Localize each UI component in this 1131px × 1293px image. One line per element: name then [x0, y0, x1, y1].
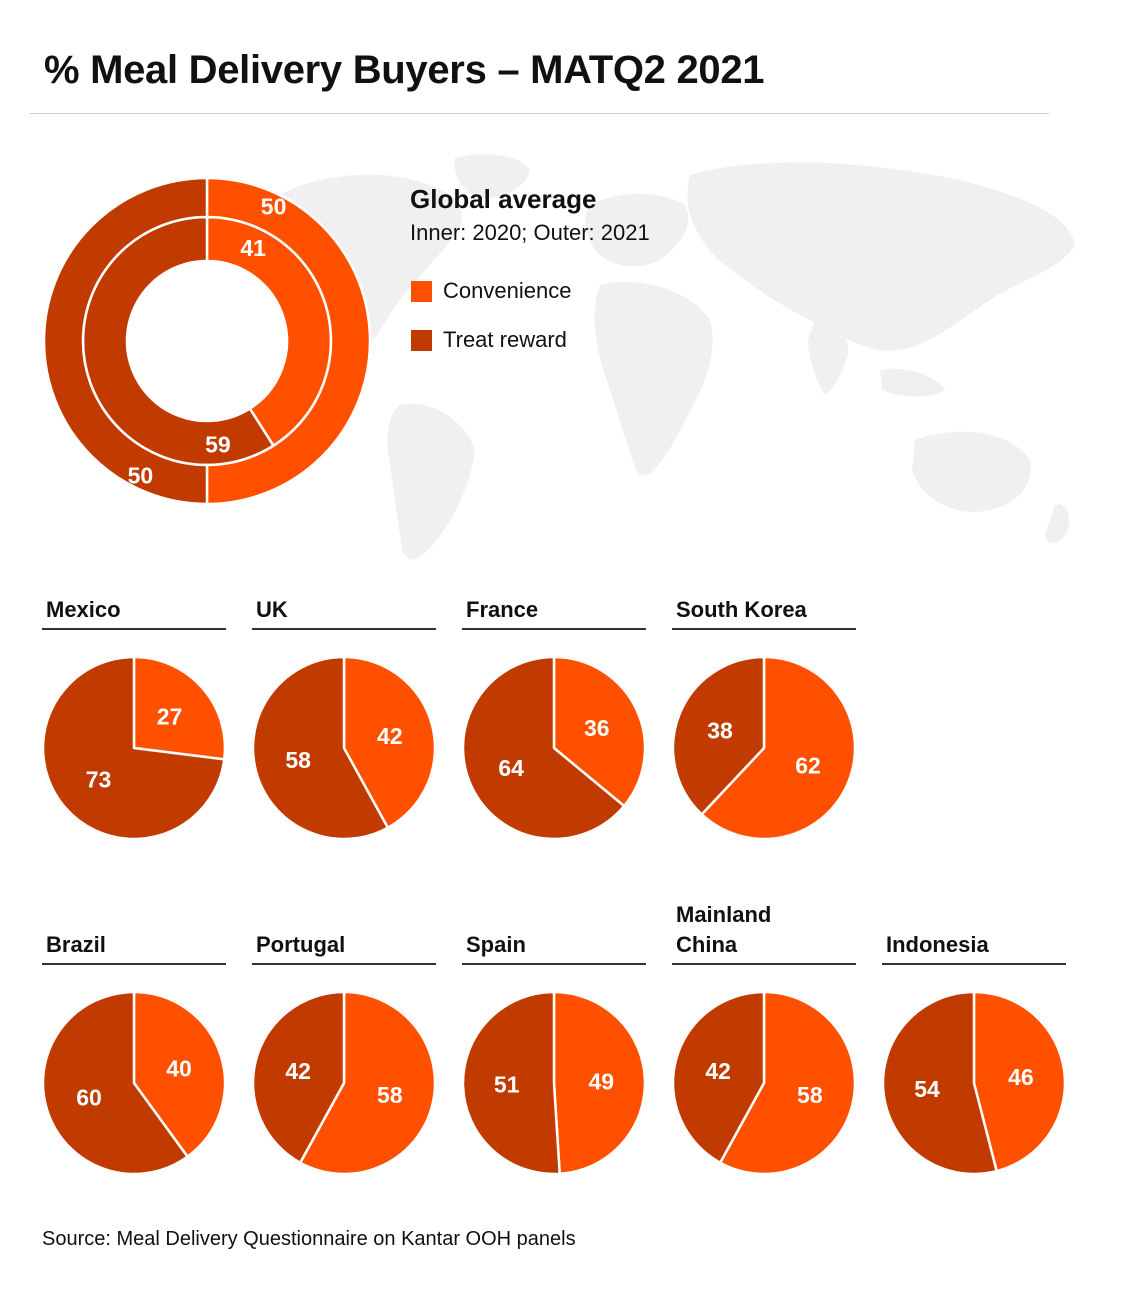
pie-mainland-china-convenience-slice — [718, 990, 857, 1176]
pie-portugal-treat-reward-slice — [251, 990, 346, 1164]
legend-item-convenience: Convenience — [411, 278, 572, 303]
pie-chart-portugal: 58 42 — [251, 990, 437, 1176]
country-label-indonesia: Indonesia — [886, 932, 989, 957]
pie-mexico-treat-reward-slice — [41, 655, 226, 841]
pie-france-convenience-slice — [552, 655, 647, 808]
pie-brazil-convenience-value-label: 40 — [166, 1055, 192, 1081]
country-rule-indonesia — [882, 963, 1066, 965]
pie-chart-uk: 42 58 — [251, 655, 437, 841]
pie-mexico-convenience-value-label: 27 — [157, 704, 183, 730]
legend-subtitle: Inner: 2020; Outer: 2021 — [410, 220, 650, 245]
country-rule-mainland-china — [672, 963, 856, 965]
pie-chart-brazil: 40 60 — [41, 990, 227, 1176]
title-divider — [30, 113, 1049, 114]
pie-spain-convenience-value-label: 49 — [588, 1069, 614, 1095]
pie-portugal-convenience-slice — [298, 990, 437, 1176]
legend-label-convenience: Convenience — [443, 278, 572, 303]
pie-indonesia-convenience-value-label: 46 — [1008, 1064, 1034, 1090]
country-label-mexico: Mexico — [46, 597, 121, 622]
pie-france-treat-reward-value-label: 64 — [498, 755, 524, 781]
donut-outer-convenience-value-label: 50 — [261, 194, 287, 220]
page-title: % Meal Delivery Buyers – MATQ2 2021 — [44, 48, 765, 92]
legend-title: Global average — [410, 184, 597, 214]
pie-chart-mexico: 27 73 — [41, 655, 227, 841]
pie-spain-treat-reward-value-label: 51 — [494, 1071, 520, 1097]
pie-portugal-treat-reward-value-label: 42 — [285, 1058, 311, 1084]
pie-uk-treat-reward-value-label: 58 — [285, 747, 311, 773]
pie-indonesia-treat-reward-slice — [881, 990, 998, 1176]
pie-uk-treat-reward-slice — [251, 655, 390, 841]
pie-south-korea-treat-reward-value-label: 38 — [707, 718, 733, 744]
pie-chart-south-korea: 62 38 — [671, 655, 857, 841]
pie-mexico-convenience-slice — [132, 655, 227, 761]
donut-inner-treat-reward-value-label: 59 — [205, 431, 231, 457]
pie-indonesia-treat-reward-value-label: 54 — [914, 1076, 940, 1102]
country-label-uk: UK — [256, 597, 288, 622]
world-map-background — [265, 154, 1075, 560]
country-rule-mexico — [42, 628, 226, 630]
country-rule-france — [462, 628, 646, 630]
country-label-brazil: Brazil — [46, 932, 106, 957]
pie-mexico-treat-reward-value-label: 73 — [86, 766, 112, 792]
pie-spain-treat-reward-slice — [461, 990, 561, 1176]
pie-brazil-treat-reward-value-label: 60 — [76, 1085, 102, 1111]
pie-chart-indonesia: 46 54 — [881, 990, 1067, 1176]
pie-brazil-convenience-slice — [132, 990, 227, 1158]
legend-label-treat-reward: Treat reward — [443, 327, 567, 352]
country-label-spain: Spain — [466, 932, 526, 957]
donut-inner-convenience-value-label: 41 — [240, 235, 266, 261]
legend-swatch-treat-reward — [411, 329, 432, 351]
donut-outer-convenience-slice — [205, 176, 372, 506]
donut-outer-treat-reward-slice — [42, 176, 209, 506]
country-rule-uk — [252, 628, 436, 630]
pie-france-treat-reward-slice — [461, 655, 626, 841]
legend-item-treat-reward: Treat reward — [411, 327, 567, 352]
pie-indonesia-convenience-slice — [972, 990, 1067, 1173]
global-average-donut-chart: 41 59 50 50 — [42, 176, 372, 506]
pie-portugal-convenience-value-label: 58 — [377, 1082, 403, 1108]
pie-brazil-treat-reward-slice — [41, 990, 189, 1176]
country-label-mainland-china: Mainland China — [676, 902, 772, 957]
pie-france-convenience-value-label: 36 — [584, 715, 610, 741]
source-note: Source: Meal Delivery Questionnaire on K… — [42, 1228, 576, 1250]
pie-mainland-china-treat-reward-slice — [671, 990, 766, 1164]
country-rule-south-korea — [672, 628, 856, 630]
pie-south-korea-treat-reward-slice — [671, 655, 766, 816]
pie-spain-convenience-slice — [552, 990, 647, 1176]
pie-south-korea-convenience-slice — [700, 655, 857, 841]
country-label-south-korea: South Korea — [676, 597, 807, 622]
country-label-france: France — [466, 597, 539, 622]
pie-uk-convenience-slice — [342, 655, 437, 829]
pie-chart-france: 36 64 — [461, 655, 647, 841]
pie-chart-spain: 49 51 — [461, 990, 647, 1176]
country-rule-brazil — [42, 963, 226, 965]
pie-south-korea-convenience-value-label: 62 — [795, 752, 821, 778]
country-rule-portugal — [252, 963, 436, 965]
pie-mainland-china-convenience-value-label: 58 — [797, 1082, 823, 1108]
pie-chart-mainland-china: 58 42 — [671, 990, 857, 1176]
donut-outer-treat-reward-value-label: 50 — [128, 462, 154, 488]
country-rule-spain — [462, 963, 646, 965]
legend-swatch-convenience — [411, 280, 432, 302]
pie-uk-convenience-value-label: 42 — [377, 723, 403, 749]
country-label-portugal: Portugal — [256, 932, 346, 957]
pie-mainland-china-treat-reward-value-label: 42 — [705, 1058, 731, 1084]
